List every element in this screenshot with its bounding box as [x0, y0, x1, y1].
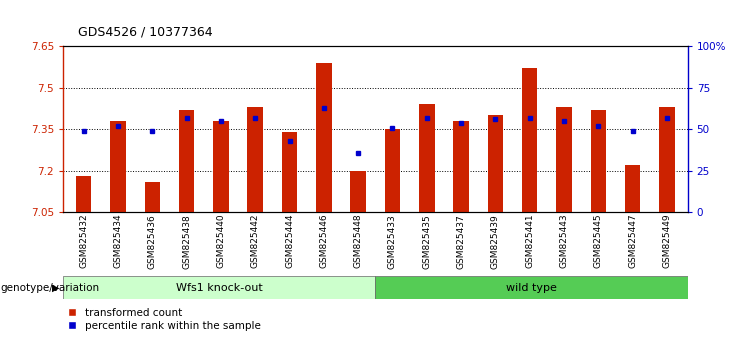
Bar — [375, 276, 688, 299]
Bar — [659, 107, 675, 212]
Bar — [316, 63, 331, 212]
Bar — [453, 121, 469, 212]
Bar — [63, 276, 375, 299]
Bar — [556, 107, 572, 212]
Bar — [591, 110, 606, 212]
Text: genotype/variation: genotype/variation — [1, 282, 100, 293]
Bar — [385, 129, 400, 212]
Bar — [625, 165, 640, 212]
Bar — [419, 104, 434, 212]
Text: Wfs1 knock-out: Wfs1 knock-out — [176, 282, 262, 293]
Bar — [179, 110, 194, 212]
Bar — [247, 107, 263, 212]
Bar — [144, 182, 160, 212]
Bar — [213, 121, 228, 212]
Text: wild type: wild type — [506, 282, 557, 293]
Bar — [110, 121, 126, 212]
Bar — [488, 115, 503, 212]
Bar — [522, 68, 537, 212]
Bar — [282, 132, 297, 212]
Text: ▶: ▶ — [52, 282, 59, 293]
Bar — [350, 171, 366, 212]
Text: GDS4526 / 10377364: GDS4526 / 10377364 — [78, 25, 213, 38]
Bar — [76, 176, 91, 212]
Legend: transformed count, percentile rank within the sample: transformed count, percentile rank withi… — [68, 308, 261, 331]
